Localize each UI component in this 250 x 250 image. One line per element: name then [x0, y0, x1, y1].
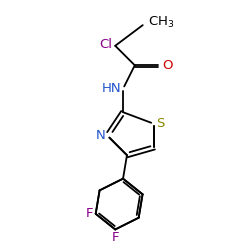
Text: F: F	[112, 232, 119, 244]
Text: N: N	[96, 129, 106, 142]
Text: HN: HN	[102, 82, 121, 95]
Text: CH$_3$: CH$_3$	[148, 15, 175, 30]
Text: F: F	[86, 207, 94, 220]
Text: Cl: Cl	[99, 38, 112, 51]
Text: O: O	[162, 59, 173, 72]
Text: S: S	[156, 118, 165, 130]
